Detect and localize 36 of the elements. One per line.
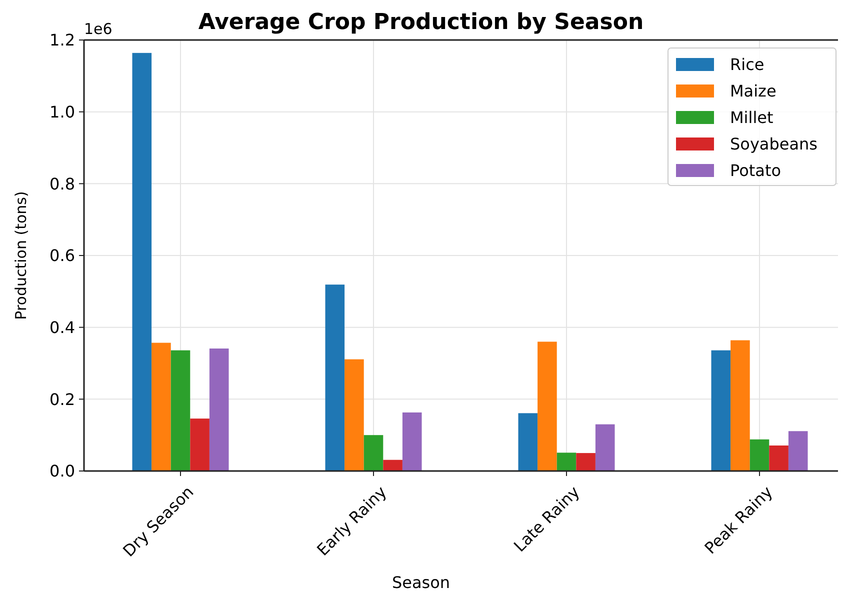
bar — [402, 412, 422, 471]
text: 1e6 — [84, 20, 112, 38]
y-tick-label: 0.4 — [50, 318, 75, 337]
bar — [576, 453, 596, 471]
y-tick-label: 1.0 — [50, 102, 75, 122]
bar — [595, 424, 615, 471]
x-axis-title: Season — [392, 573, 450, 592]
y-tick-label: 0.6 — [50, 246, 75, 266]
bar — [556, 452, 576, 471]
chart-title: Average Crop Production by Season — [198, 10, 644, 35]
legend-label: Rice — [730, 55, 764, 74]
legend-label: Maize — [730, 82, 776, 101]
bar — [364, 435, 384, 471]
legend-label: Soyabeans — [730, 134, 818, 154]
y-axis-title: Production (tons) — [12, 191, 30, 320]
y-tick-label: 0.0 — [50, 462, 75, 481]
bar — [170, 350, 190, 471]
bar — [769, 446, 788, 471]
bar — [788, 431, 808, 471]
bar — [325, 284, 345, 471]
bar — [750, 439, 770, 471]
bar — [190, 418, 210, 471]
y-tick-label: 1.2 — [50, 30, 75, 50]
bar — [152, 342, 171, 471]
bar — [344, 359, 364, 471]
bar — [132, 52, 152, 471]
y-tick-label: 0.8 — [50, 174, 75, 194]
y-tick-label: 0.2 — [50, 390, 75, 409]
bar — [730, 340, 750, 471]
legend-label: Millet — [730, 108, 774, 128]
bar — [711, 350, 731, 471]
bar — [383, 460, 402, 471]
bar — [518, 413, 538, 471]
bar — [209, 348, 229, 471]
legend-label: Potato — [730, 161, 782, 180]
bar — [538, 342, 557, 471]
